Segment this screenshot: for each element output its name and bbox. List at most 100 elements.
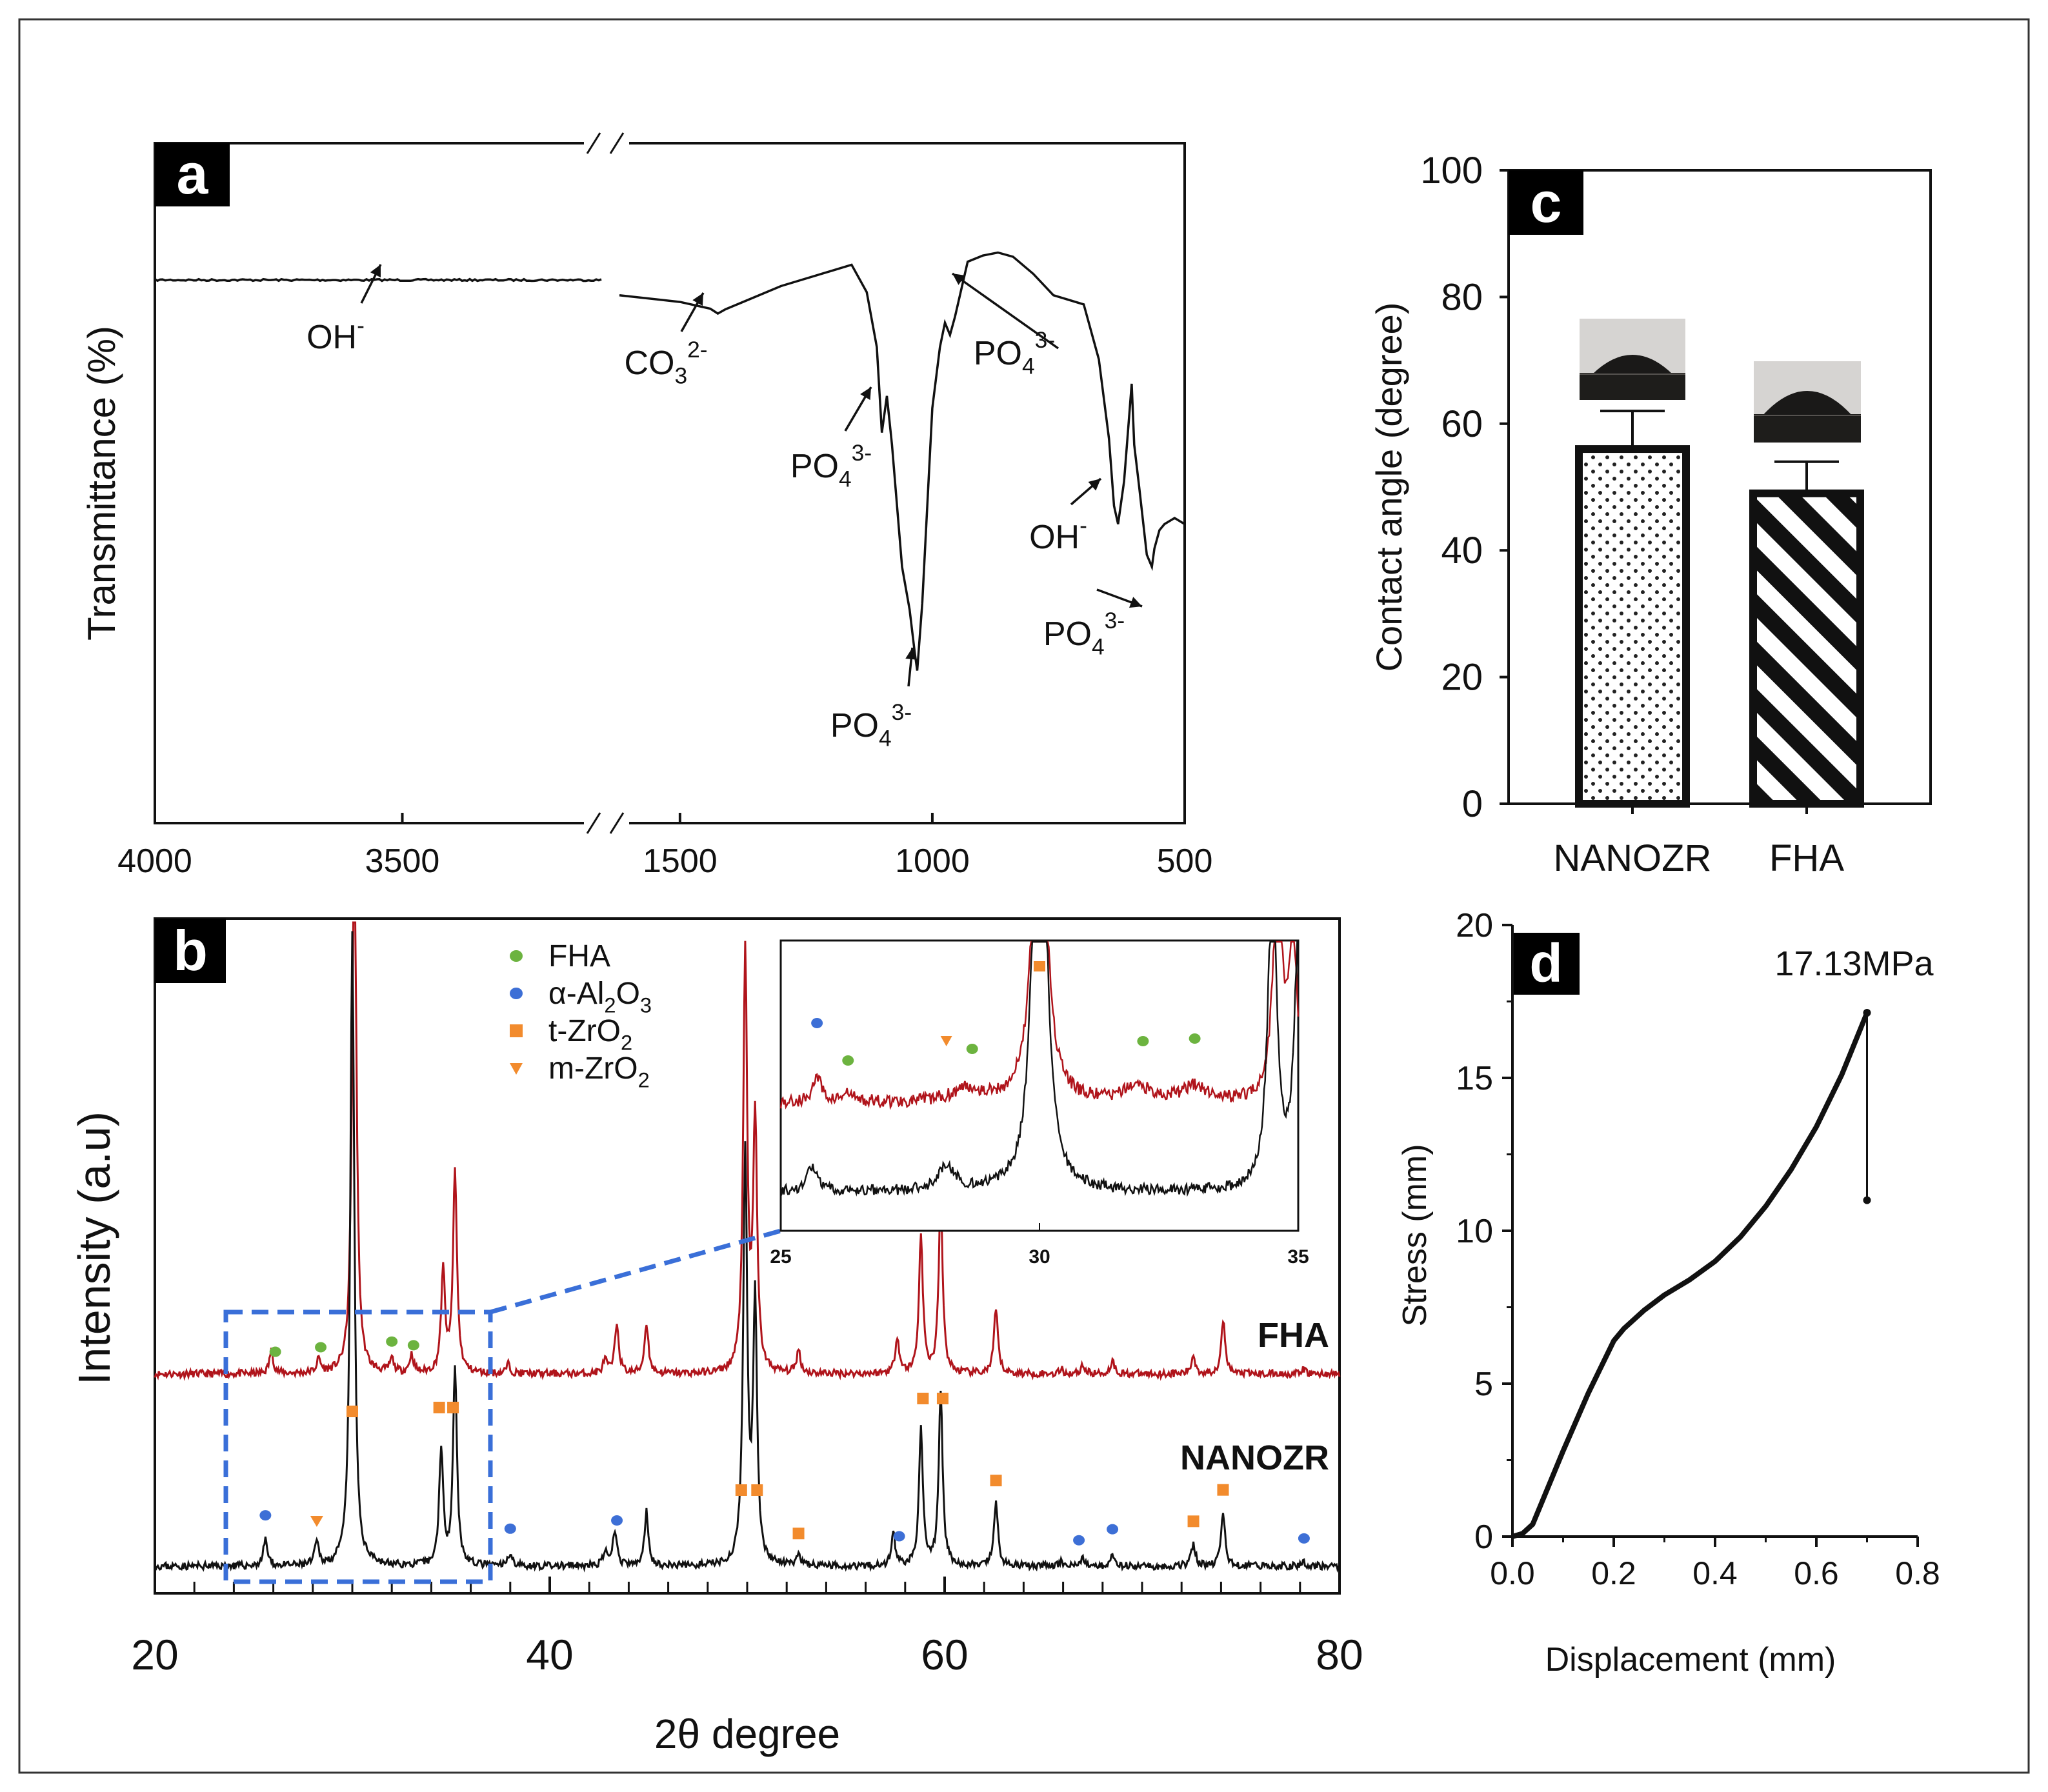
annotation-label-0: OH- xyxy=(306,314,365,356)
x-tick-label-60: 60 xyxy=(921,1631,968,1678)
y-tick-label-100: 100 xyxy=(1420,150,1483,192)
annotation-label-4: PO43- xyxy=(974,328,1055,379)
panel-a-letter: a xyxy=(177,142,209,206)
x-tick-label-0.0: 0.0 xyxy=(1490,1555,1535,1591)
y-tick-label-20: 20 xyxy=(1456,907,1493,944)
axis-break-bottom xyxy=(586,812,625,834)
annotation-label-1: CO32- xyxy=(624,337,707,389)
panel-a-letter-box xyxy=(155,143,230,206)
annotation-arrowhead-2 xyxy=(860,387,871,401)
panel-a-axes-frame xyxy=(154,142,1186,824)
panel-d-stress-displacement: d 0 5 10 15 20 0.0 0.2 0.4 0.6 0.8 Stress (mm) Di… xyxy=(1396,907,1940,1678)
inset-zoom-region xyxy=(223,1309,493,1584)
inset-connector xyxy=(490,1228,781,1315)
legend-marker-3 xyxy=(510,1063,523,1075)
al2o3-marker-1 xyxy=(504,1523,516,1534)
legend-label-2: t-ZrO2 xyxy=(548,1014,632,1054)
panel-b-inset: 25 30 35 xyxy=(770,939,1309,1268)
tzro2-marker-1 xyxy=(433,1402,445,1413)
tzro2-marker-0 xyxy=(346,1406,358,1417)
panel-d-axes: 0 5 10 15 20 0.0 0.2 0.4 0.6 0.8 xyxy=(1456,907,1940,1591)
tzro2-marker-6 xyxy=(917,1393,929,1404)
al2o3-marker-2 xyxy=(611,1515,623,1526)
annotation-label-3: PO43- xyxy=(830,700,912,752)
x-tick-label-80: 80 xyxy=(1316,1631,1363,1678)
annotation-arrowhead-6 xyxy=(1129,597,1142,608)
legend-label-1: α-Al2O3 xyxy=(548,977,652,1017)
x-tick-label-3500: 3500 xyxy=(365,842,440,880)
al2o3-marker-0 xyxy=(259,1510,272,1521)
annotation-arrowhead-1 xyxy=(692,293,703,306)
y-tick-label-20: 20 xyxy=(1441,657,1483,699)
droplet-photo-fha xyxy=(1754,361,1861,443)
x-tick-label-0.2: 0.2 xyxy=(1591,1555,1636,1591)
inset-tzro2-marker-0 xyxy=(1034,961,1045,971)
panel-a-ylabel: Transmittance (%) xyxy=(80,326,123,641)
x-tick-label-40: 40 xyxy=(526,1631,573,1678)
x-tick-label-0.6: 0.6 xyxy=(1794,1555,1839,1591)
panel-d-letter: d xyxy=(1529,933,1562,993)
inset-fha-marker-2 xyxy=(1137,1036,1149,1046)
legend-marker-2 xyxy=(510,1024,523,1037)
inset-fha-marker-3 xyxy=(1189,1033,1201,1044)
panel-a-ftir-line xyxy=(154,251,1185,671)
tzro2-marker-2 xyxy=(447,1402,459,1413)
legend-label-0: FHA xyxy=(548,939,610,973)
legend-label-3: m-ZrO2 xyxy=(548,1051,650,1091)
panel-b-letter-box xyxy=(155,919,226,983)
y-tick-label-15: 15 xyxy=(1456,1060,1493,1097)
inset-tick-label-35: 35 xyxy=(1287,1246,1309,1268)
tzro2-marker-5 xyxy=(792,1528,805,1540)
fha-marker-1 xyxy=(315,1342,327,1353)
mzro2-marker-0 xyxy=(310,1516,323,1527)
annotation-arrowhead-0 xyxy=(370,264,381,278)
panel-c-y-ticks: 0 20 40 60 80 100 xyxy=(1420,150,1509,825)
panel-c-bars: NANOZR FHA xyxy=(1554,410,1864,879)
inset-mzro2-marker-0 xyxy=(940,1036,952,1046)
al2o3-marker-6 xyxy=(1298,1533,1310,1544)
panel-a-annotations: OH- CO32- PO43- PO43- PO43- OH- PO43- xyxy=(306,264,1143,752)
fha-marker-3 xyxy=(407,1340,419,1351)
y-tick-label-60: 60 xyxy=(1441,403,1483,445)
panel-c-ylabel: Contact angle (degree) xyxy=(1369,303,1409,672)
annotation-arrow-4 xyxy=(951,272,1059,350)
peak-stress-annotation: 17.13MPa xyxy=(1774,944,1934,983)
series-line-nanozr xyxy=(154,931,1341,1573)
panel-a-x-ticks: 4000 3500 1500 1000 500 xyxy=(117,813,1212,880)
x-tick-label-1000: 1000 xyxy=(895,842,970,880)
x-tick-label-20: 20 xyxy=(131,1631,178,1678)
tzro2-marker-3 xyxy=(735,1484,747,1496)
fha-marker-2 xyxy=(386,1336,398,1347)
inset-fha-marker-1 xyxy=(966,1044,978,1054)
panel-d-letter-box xyxy=(1512,933,1580,995)
annotation-label-2: PO43- xyxy=(790,441,872,492)
panel-d-stress-curve xyxy=(1511,1011,1870,1539)
panel-c-axes-frame xyxy=(1507,169,1932,805)
y-tick-label-0: 0 xyxy=(1474,1518,1493,1556)
y-tick-label-40: 40 xyxy=(1441,530,1483,572)
x-tick-label-4000: 4000 xyxy=(117,842,192,880)
legend-marker-0 xyxy=(510,950,523,962)
y-tick-label-5: 5 xyxy=(1474,1366,1493,1403)
inset-tick-label-30: 30 xyxy=(1029,1246,1050,1268)
figure-frame xyxy=(18,18,2030,1774)
x-tick-label-500: 500 xyxy=(1157,842,1213,880)
x-tick-label-nanozr: NANOZR xyxy=(1554,837,1712,879)
inset-frame xyxy=(779,939,1300,1232)
y-tick-label-0: 0 xyxy=(1462,783,1483,825)
nanozr-curve-label: NANOZR xyxy=(1180,1439,1329,1477)
panel-b-letter: b xyxy=(173,919,208,982)
annotation-arrowhead-4 xyxy=(952,274,965,285)
x-tick-label-0.8: 0.8 xyxy=(1895,1555,1940,1591)
legend-marker-1 xyxy=(510,988,523,999)
panel-b-x-ticks: 20 40 60 80 xyxy=(131,1577,1363,1678)
bar-fha xyxy=(1749,489,1864,808)
y-tick-label-10: 10 xyxy=(1456,1213,1493,1250)
panel-c-letter-box xyxy=(1509,170,1583,235)
fha-curve-label: FHA xyxy=(1258,1316,1329,1355)
x-tick-label-fha: FHA xyxy=(1769,837,1844,879)
annotation-label-5: OH- xyxy=(1029,513,1087,556)
panel-c-letter: c xyxy=(1531,170,1562,234)
al2o3-marker-4 xyxy=(1073,1535,1085,1546)
